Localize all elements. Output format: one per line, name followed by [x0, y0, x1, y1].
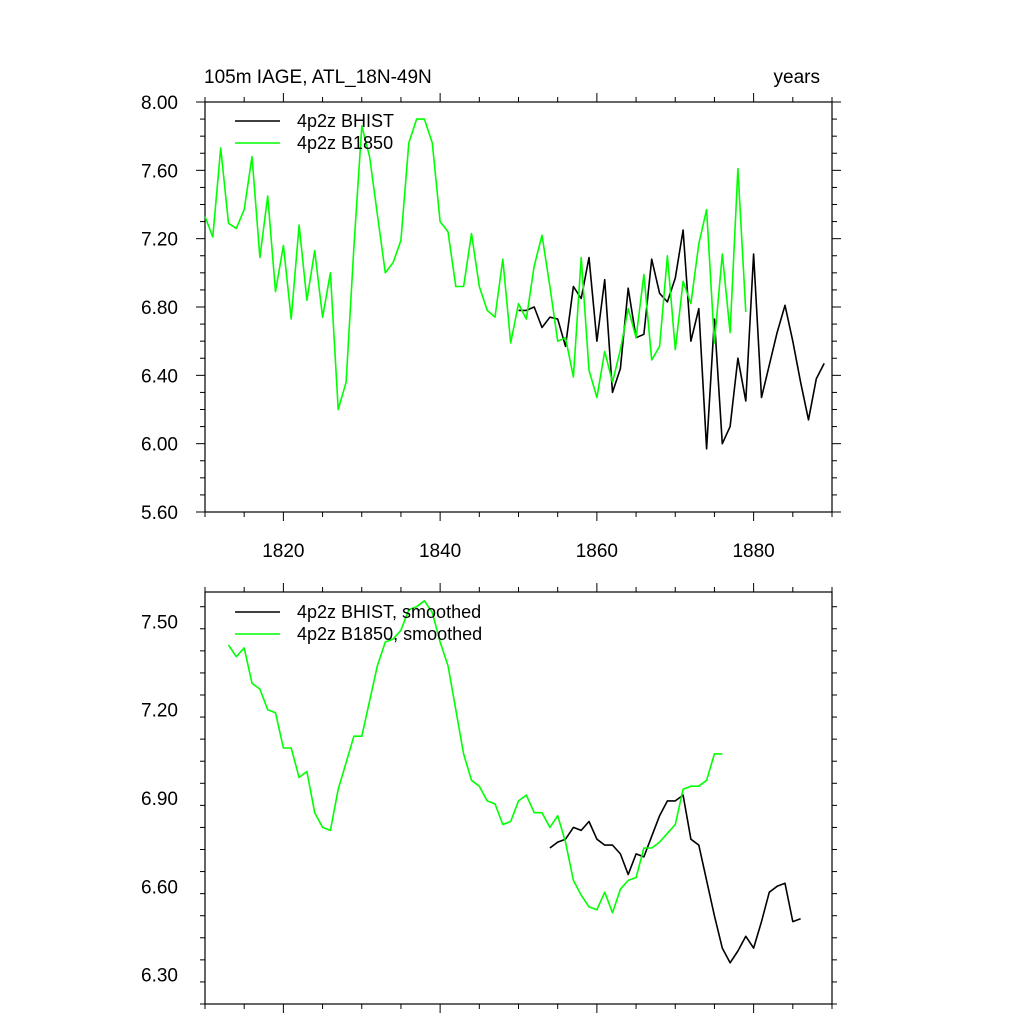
y-tick-labels: 5.60 6.00 6.40 6.80 7.20 7.60 8.00: [141, 93, 178, 524]
y-tick-label: 7.20: [141, 230, 178, 251]
axis-ticks: [200, 583, 837, 1013]
y-tick-labels: 6.30 6.60 6.90 7.20 7.50: [141, 612, 178, 986]
y-tick-label: 6.80: [141, 298, 178, 319]
series-group: [204, 118, 825, 450]
x-tick-label: 1820: [262, 541, 304, 562]
axis-ticks: [196, 93, 841, 521]
top-panel: 105m IAGE, ATL_18N-49N years 5.60 6.00 6.4…: [141, 67, 841, 562]
legend: 4p2z BHIST 4p2z B1850: [235, 111, 394, 153]
units-label: years: [774, 67, 820, 88]
y-tick-label: 6.30: [141, 966, 178, 987]
legend-label-b1850-smoothed: 4p2z B1850, smoothed: [297, 624, 482, 644]
x-tick-labels: 1820 1840 1860 1880: [262, 541, 775, 562]
series-line-4p2z-b1850-smoothed: [227, 599, 723, 914]
series-line-4p2z-b1850: [204, 118, 747, 411]
chart-title: 105m IAGE, ATL_18N-49N: [204, 67, 432, 88]
series-group: [227, 599, 801, 964]
series-line-4p2z-bhist-smoothed: [549, 794, 801, 964]
x-tick-label: 1860: [576, 541, 618, 562]
y-tick-label: 6.90: [141, 789, 178, 810]
bottom-panel: 6.30 6.60 6.90 7.20 7.50 4p2z BHIST, smoothe…: [141, 583, 837, 1013]
x-tick-label: 1840: [419, 541, 461, 562]
legend-label-b1850: 4p2z B1850: [297, 133, 393, 153]
x-tick-label: 1880: [732, 541, 774, 562]
series-line-4p2z-bhist: [518, 229, 825, 450]
y-tick-label: 7.20: [141, 701, 178, 722]
legend-label-bhist-smoothed: 4p2z BHIST, smoothed: [297, 602, 481, 622]
y-tick-label: 7.50: [141, 612, 178, 633]
legend-label-bhist: 4p2z BHIST: [297, 111, 394, 131]
y-tick-label: 5.60: [141, 503, 178, 524]
y-tick-label: 8.00: [141, 93, 178, 114]
y-tick-label: 6.00: [141, 435, 178, 456]
y-tick-label: 7.60: [141, 161, 178, 182]
legend: 4p2z BHIST, smoothed 4p2z B1850, smoothe…: [235, 602, 482, 644]
plot-frame: [204, 591, 833, 1005]
y-tick-label: 6.40: [141, 366, 178, 387]
y-tick-label: 6.60: [141, 877, 178, 898]
